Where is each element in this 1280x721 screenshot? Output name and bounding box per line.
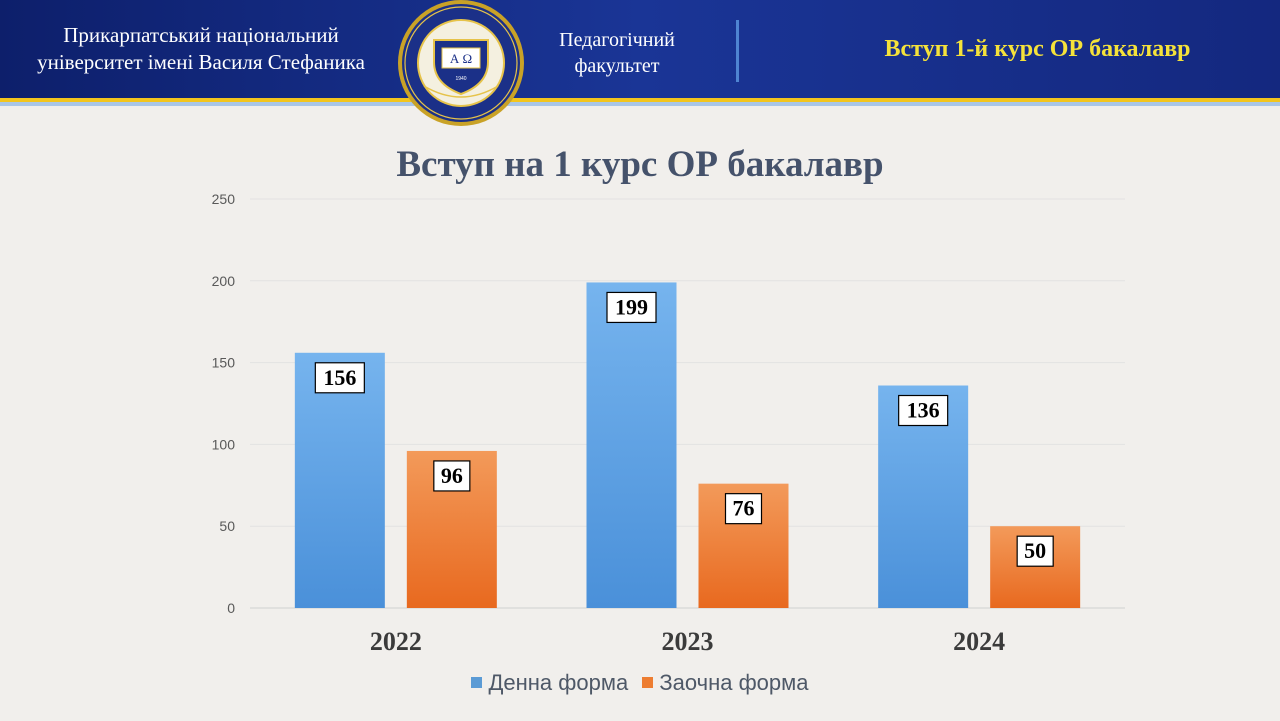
y-tick-label-250: 250 (212, 191, 236, 207)
svg-text:А Ω: А Ω (450, 51, 472, 66)
svg-text:1940: 1940 (455, 76, 466, 82)
legend-label-extramural: Заочна форма (659, 670, 809, 695)
legend-item-extramural: Заочна форма (642, 670, 809, 696)
data-label-extramural-2024: 50 (1024, 538, 1046, 563)
data-label-box-extramural-2023 (724, 493, 763, 525)
faculty-name: Педагогічний факультет (540, 27, 694, 79)
chart-title: Вступ на 1 курс ОР бакалавр (396, 144, 884, 185)
bar-day-2022 (294, 352, 385, 608)
legend-swatch-day (471, 677, 483, 688)
x-tick-label-2022: 2022 (370, 627, 422, 656)
data-label-extramural-2022: 96 (441, 463, 463, 488)
data-label-day-2023: 199 (615, 294, 648, 319)
x-tick-label-2023: 2023 (662, 627, 714, 656)
data-label-box-day-2022 (314, 362, 365, 394)
data-label-extramural-2023: 76 (733, 496, 755, 521)
bar-day-2023 (586, 282, 677, 608)
header-divider (736, 20, 739, 82)
faculty-name-line2: факультет (574, 55, 660, 77)
university-name-line2: університет імені Василя Стефаника (37, 50, 365, 74)
data-label-box-extramural-2022 (433, 460, 471, 492)
y-tick-label-50: 50 (219, 518, 235, 534)
legend-item-day: Денна форма (471, 670, 628, 696)
faculty-name-line1: Педагогічний (559, 29, 675, 51)
data-label-box-extramural-2024 (1016, 535, 1054, 567)
header-bar: Прикарпатський національний університет … (0, 0, 1280, 98)
y-tick-label-0: 0 (227, 600, 235, 616)
legend-label-day: Денна форма (488, 670, 629, 695)
y-tick-label-200: 200 (212, 273, 236, 289)
y-tick-label-150: 150 (212, 355, 236, 371)
x-tick-label-2024: 2024 (953, 627, 1005, 656)
lightblue-stripe (0, 102, 1280, 106)
y-tick-label-100: 100 (212, 436, 236, 452)
university-seal-icon: А Ω 1940 (398, 0, 524, 126)
university-name-line1: Прикарпатський національний (63, 23, 339, 47)
university-name: Прикарпатський національний університет … (10, 22, 392, 76)
data-label-box-day-2023 (606, 291, 657, 324)
data-label-box-day-2024 (898, 394, 949, 427)
header-title: Вступ 1-й курс ОР бакалавр (884, 36, 1191, 62)
chart-legend: Денна форма Заочна форма (0, 670, 1280, 696)
gold-stripe (0, 98, 1280, 102)
data-label-day-2024: 136 (907, 398, 940, 423)
data-label-day-2022: 156 (323, 365, 356, 390)
legend-swatch-extramural (642, 677, 654, 688)
